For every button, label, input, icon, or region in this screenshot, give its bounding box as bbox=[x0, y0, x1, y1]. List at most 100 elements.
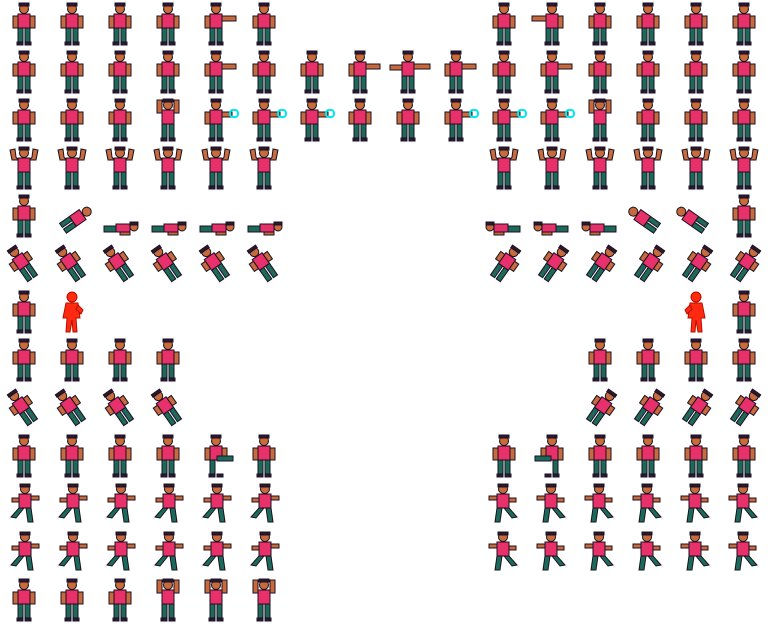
sprite-frame-tumble-6 bbox=[240, 240, 288, 288]
sprite-frame-punch-combo-2 bbox=[48, 48, 96, 96]
sprite-frame-special-effect-7 bbox=[288, 96, 336, 144]
sprite-frame-idle-mirrored-2 bbox=[528, 0, 576, 48]
sprite-frame-flex-2 bbox=[48, 144, 96, 192]
sprite-frame-idle-4 bbox=[144, 0, 192, 48]
sprite-frame-knockdown-mirrored-5 bbox=[672, 192, 720, 240]
sprite-frame-punch-combo-10 bbox=[432, 48, 480, 96]
sprite-frame-hit-flash-1 bbox=[0, 288, 48, 336]
sprite-frame-idle-1 bbox=[0, 0, 48, 48]
sprite-frame-walk-mirrored-4 bbox=[720, 336, 768, 384]
sprite-frame-kick-mirrored-5 bbox=[672, 432, 720, 480]
sprite-frame-punch-combo-16 bbox=[720, 48, 768, 96]
sprite-frame-knockdown-mirrored-2 bbox=[528, 192, 576, 240]
sprite-frame-run-5 bbox=[192, 480, 240, 528]
sprite-frame-punch-combo-4 bbox=[144, 48, 192, 96]
sprite-frame-knockdown-mirrored-3 bbox=[576, 192, 624, 240]
sprite-frame-dash-mirrored-1 bbox=[480, 528, 528, 576]
sprite-frame-punch-combo-11 bbox=[480, 48, 528, 96]
sprite-frame-run-mirrored-2 bbox=[528, 480, 576, 528]
sprite-frame-jump-kick-mirrored-1 bbox=[576, 384, 624, 432]
sprite-frame-special-effect-3 bbox=[96, 96, 144, 144]
sprite-frame-dash-2 bbox=[48, 528, 96, 576]
sprite-frame-special-effect-1 bbox=[0, 96, 48, 144]
sprite-frame-special-effect-4 bbox=[144, 96, 192, 144]
sprite-frame-idle-mirrored-5 bbox=[672, 0, 720, 48]
sprite-frame-kick-mirrored-6 bbox=[720, 432, 768, 480]
sprite-frame-flex-3 bbox=[96, 144, 144, 192]
sprite-frame-tumble-mirrored-3 bbox=[576, 240, 624, 288]
sprite-frame-run-mirrored-4 bbox=[624, 480, 672, 528]
sprite-frame-tumble-mirrored-4 bbox=[624, 240, 672, 288]
sprite-frame-taunt-6 bbox=[240, 576, 288, 624]
sprite-frame-jump-kick-mirrored-4 bbox=[720, 384, 768, 432]
sprite-frame-punch-combo-7 bbox=[288, 48, 336, 96]
sprite-frame-punch-combo-1 bbox=[0, 48, 48, 96]
sprite-frame-dash-mirrored-3 bbox=[576, 528, 624, 576]
sprite-frame-walk-2 bbox=[48, 336, 96, 384]
sprite-frame-special-effect-13 bbox=[576, 96, 624, 144]
sprite-frame-idle-3 bbox=[96, 0, 144, 48]
sprite-frame-taunt-4 bbox=[144, 576, 192, 624]
sprite-frame-knockdown-3 bbox=[96, 192, 144, 240]
sprite-frame-run-mirrored-5 bbox=[672, 480, 720, 528]
sprite-frame-hit-flash-2 bbox=[48, 288, 96, 336]
sprite-frame-walk-1 bbox=[0, 336, 48, 384]
sprite-frame-tumble-3 bbox=[96, 240, 144, 288]
sprite-frame-tumble-2 bbox=[48, 240, 96, 288]
sprite-frame-tumble-5 bbox=[192, 240, 240, 288]
sprite-frame-walk-mirrored-3 bbox=[672, 336, 720, 384]
sprite-frame-knockdown-6 bbox=[240, 192, 288, 240]
sprite-frame-special-effect-16 bbox=[720, 96, 768, 144]
sprite-frame-special-effect-5 bbox=[192, 96, 240, 144]
sprite-frame-punch-combo-15 bbox=[672, 48, 720, 96]
sprite-frame-kick-mirrored-4 bbox=[624, 432, 672, 480]
sprite-frame-tumble-mirrored-2 bbox=[528, 240, 576, 288]
sprite-frame-dash-mirrored-5 bbox=[672, 528, 720, 576]
sprite-frame-flex-mirrored-3 bbox=[576, 144, 624, 192]
sprite-frame-flex-1 bbox=[0, 144, 48, 192]
sprite-frame-idle-mirrored-1 bbox=[480, 0, 528, 48]
sprite-frame-run-mirrored-3 bbox=[576, 480, 624, 528]
sprite-frame-punch-combo-9 bbox=[384, 48, 432, 96]
sprite-frame-jump-kick-3 bbox=[96, 384, 144, 432]
sprite-frame-kick-5 bbox=[192, 432, 240, 480]
sprite-frame-punch-combo-8 bbox=[336, 48, 384, 96]
sprite-frame-dash-4 bbox=[144, 528, 192, 576]
sprite-frame-dash-1 bbox=[0, 528, 48, 576]
sprite-frame-flex-6 bbox=[240, 144, 288, 192]
sprite-frame-knockdown-mirrored-6 bbox=[720, 192, 768, 240]
sprite-frame-walk-4 bbox=[144, 336, 192, 384]
sprite-frame-idle-mirrored-6 bbox=[720, 0, 768, 48]
sprite-frame-dash-3 bbox=[96, 528, 144, 576]
sprite-frame-jump-kick-mirrored-2 bbox=[624, 384, 672, 432]
sprite-frame-flex-mirrored-4 bbox=[624, 144, 672, 192]
sprite-frame-run-mirrored-6 bbox=[720, 480, 768, 528]
sprite-frame-walk-mirrored-2 bbox=[624, 336, 672, 384]
sprite-frame-kick-mirrored-2 bbox=[528, 432, 576, 480]
sprite-frame-hit-flash-mirrored-2 bbox=[720, 288, 768, 336]
sprite-frame-knockdown-2 bbox=[48, 192, 96, 240]
sprite-frame-idle-mirrored-4 bbox=[624, 0, 672, 48]
sprite-frame-hit-flash-mirrored-1 bbox=[672, 288, 720, 336]
sprite-frame-knockdown-mirrored-4 bbox=[624, 192, 672, 240]
sprite-frame-knockdown-mirrored-1 bbox=[480, 192, 528, 240]
sprite-frame-tumble-4 bbox=[144, 240, 192, 288]
sprite-frame-jump-kick-4 bbox=[144, 384, 192, 432]
sprite-frame-kick-1 bbox=[0, 432, 48, 480]
sprite-frame-special-effect-2 bbox=[48, 96, 96, 144]
sprite-frame-kick-3 bbox=[96, 432, 144, 480]
sprite-frame-taunt-2 bbox=[48, 576, 96, 624]
sprite-frame-special-effect-14 bbox=[624, 96, 672, 144]
sprite-frame-special-effect-15 bbox=[672, 96, 720, 144]
sprite-frame-tumble-mirrored-5 bbox=[672, 240, 720, 288]
sprite-frame-kick-6 bbox=[240, 432, 288, 480]
sprite-frame-punch-combo-6 bbox=[240, 48, 288, 96]
sprite-frame-kick-mirrored-1 bbox=[480, 432, 528, 480]
sprite-frame-tumble-mirrored-1 bbox=[480, 240, 528, 288]
sprite-frame-flex-mirrored-1 bbox=[480, 144, 528, 192]
sprite-frame-special-effect-12 bbox=[528, 96, 576, 144]
sprite-frame-dash-mirrored-6 bbox=[720, 528, 768, 576]
sprite-frame-special-effect-11 bbox=[480, 96, 528, 144]
sprite-frame-flex-mirrored-2 bbox=[528, 144, 576, 192]
